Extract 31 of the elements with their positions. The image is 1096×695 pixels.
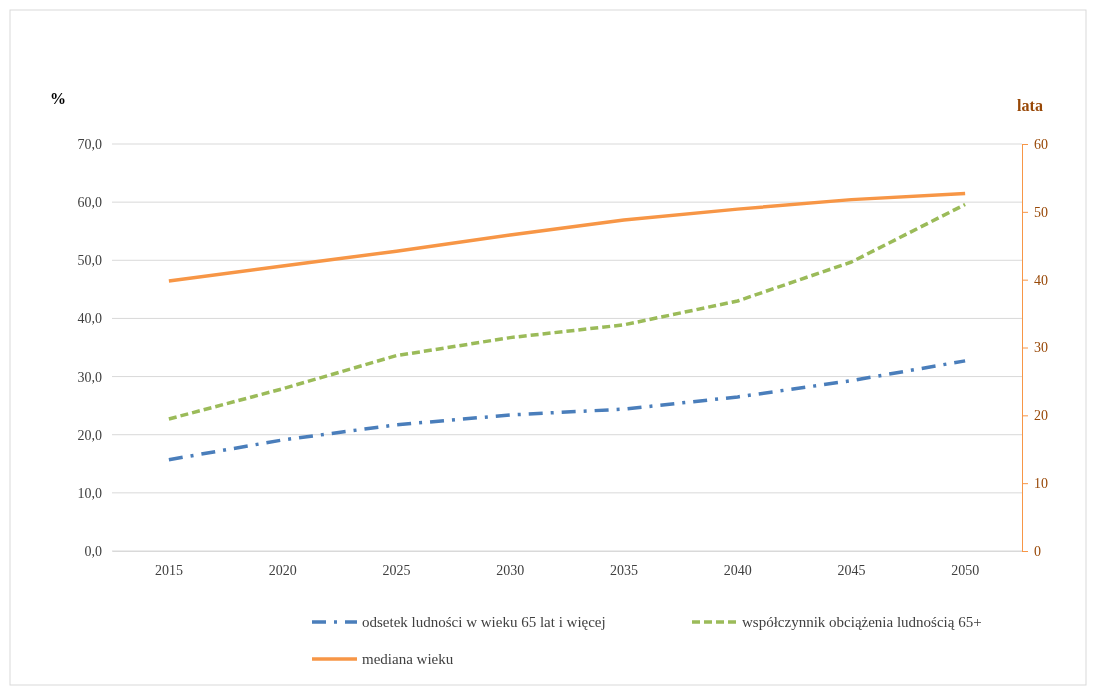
y-tick-label: 70,0 xyxy=(77,136,102,152)
y-tick-label: 0,0 xyxy=(84,543,102,559)
y-tick-label: 40,0 xyxy=(77,311,102,327)
legend-label: mediana wieku xyxy=(362,651,454,667)
line-series xyxy=(167,202,967,421)
y-tick-label: 30,0 xyxy=(77,369,102,385)
x-tick-label: 2030 xyxy=(496,562,525,578)
line-series xyxy=(167,359,967,462)
x-tick-label: 2035 xyxy=(609,562,638,578)
y-tick-label: 10,0 xyxy=(77,485,102,501)
y2-tick-label: 60 xyxy=(1034,136,1048,152)
x-tick-label: 2045 xyxy=(837,562,866,578)
line-series xyxy=(167,191,967,283)
y2-tick-label: 50 xyxy=(1034,204,1048,220)
x-tick-label: 2020 xyxy=(268,562,297,578)
y-tick-label: 60,0 xyxy=(77,195,102,211)
y2-tick-label: 40 xyxy=(1034,272,1048,288)
y-tick-label: 50,0 xyxy=(77,253,102,269)
legend-label: odsetek ludności w wieku 65 lat i więcej xyxy=(362,614,606,630)
y-axis-title: % xyxy=(50,90,66,107)
x-tick-label: 2040 xyxy=(723,562,752,578)
legend-label: współczynnik obciążenia ludnością 65+ xyxy=(742,614,982,630)
y2-axis-title: lata xyxy=(1017,97,1043,114)
x-tick-label: 2050 xyxy=(951,562,980,578)
y-tick-label: 20,0 xyxy=(77,427,102,443)
x-tick-label: 2015 xyxy=(154,562,183,578)
y2-tick-label: 30 xyxy=(1034,340,1048,356)
y2-tick-label: 10 xyxy=(1034,476,1048,492)
x-tick-label: 2025 xyxy=(382,562,411,578)
y2-tick-label: 20 xyxy=(1034,408,1048,424)
y2-tick-label: 0 xyxy=(1034,543,1041,559)
